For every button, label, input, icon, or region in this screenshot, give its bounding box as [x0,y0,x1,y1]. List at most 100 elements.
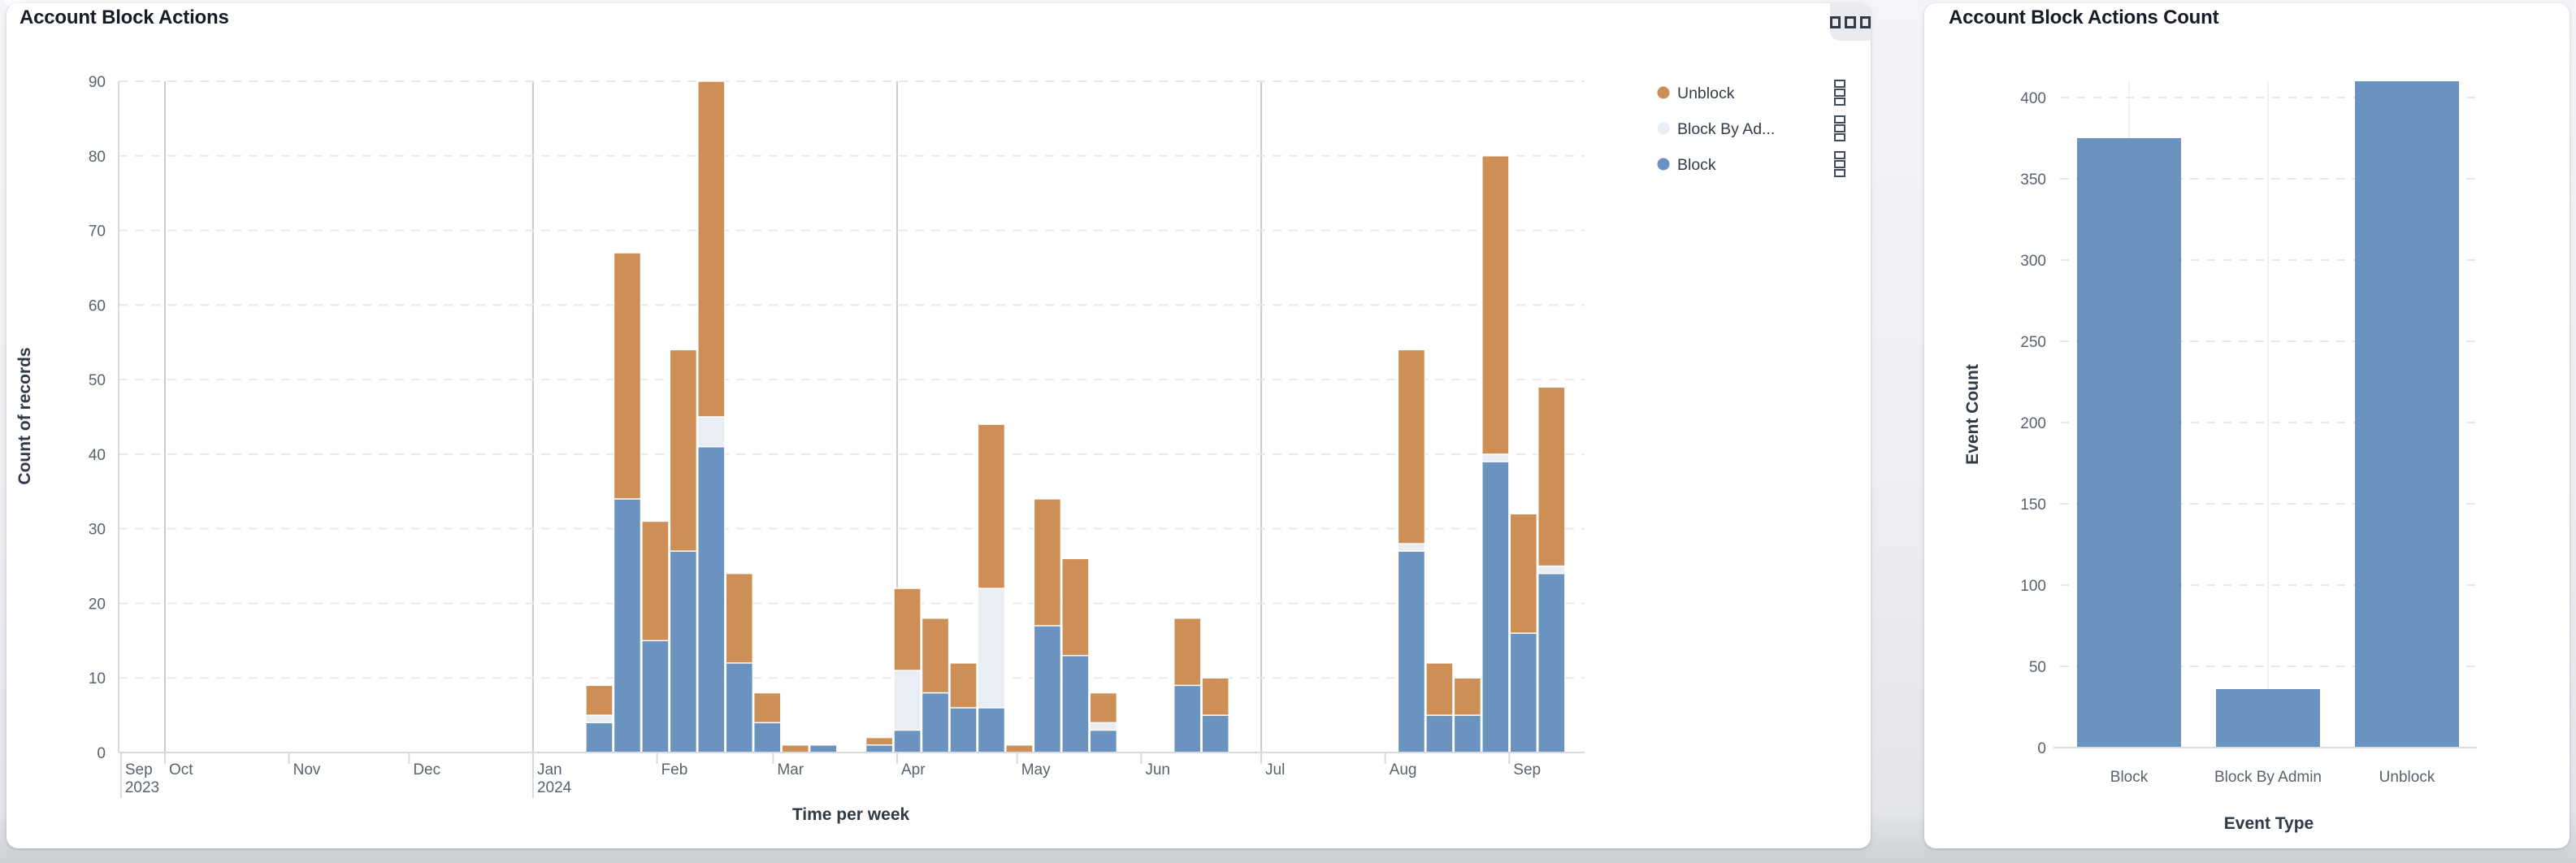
legend-kebab-menu-icon[interactable] [1834,115,1845,141]
bar-segment-unblock[interactable] [1537,386,1566,567]
bar-segment-block[interactable] [613,498,642,753]
bar-segment-block[interactable] [1201,714,1229,753]
bar-segment-unblock[interactable] [949,662,978,709]
legend-swatch [1657,158,1670,171]
bar-segment-unblock[interactable] [697,80,726,418]
y-tick-label: 60 [89,297,106,314]
squares-menu-icon [1830,15,1841,28]
bar-segment-unblock[interactable] [669,349,698,552]
x-category-label: Unblock [2379,769,2435,786]
bar-segment-unblock[interactable] [865,736,894,746]
bar-segment-block-by-admin[interactable] [585,714,614,723]
bar-segment-block[interactable] [1453,714,1482,753]
bar-segment-block-by-admin[interactable] [977,588,1006,709]
right-chart-title: Account Block Actions Count [1949,7,2219,28]
legend-label: Unblock [1677,85,1735,102]
bar-segment-block[interactable] [1397,550,1426,753]
y-tick-label: 0 [2037,740,2046,757]
bar-segment-unblock[interactable] [585,684,614,716]
x-tick-label: Nov [293,761,321,778]
bar-block[interactable] [2077,138,2181,748]
y-tick-label: 80 [89,149,106,166]
legend-item-block-by-ad-[interactable]: Block By Ad... [1657,120,1776,138]
bar-segment-block[interactable] [669,550,698,753]
bar-segment-unblock[interactable] [1173,618,1202,687]
bar-segment-block[interactable] [1033,625,1062,753]
legend-kebab-menu-icon[interactable] [1834,80,1845,106]
y-tick-label: 10 [89,670,106,687]
bar-segment-block[interactable] [921,692,950,753]
bar-segment-unblock[interactable] [1397,349,1426,544]
bar-segment-unblock[interactable] [641,520,670,642]
bar-segment-block-by-admin[interactable] [1089,722,1118,731]
bar-unblock[interactable] [2355,81,2459,748]
bar-segment-block[interactable] [977,707,1006,753]
bar-segment-block[interactable] [725,662,753,753]
bar-block-by-admin[interactable] [2216,689,2320,748]
bar-segment-unblock[interactable] [753,692,782,723]
bar-segment-unblock[interactable] [977,423,1006,589]
bar-segment-unblock[interactable] [1089,692,1118,723]
bar-segment-block[interactable] [1425,714,1454,753]
kebab-square [1834,98,1845,106]
bar-segment-block[interactable] [893,729,922,753]
x-tick-label: Jul [1265,761,1285,778]
bar-segment-block[interactable] [809,744,838,753]
bar-segment-unblock[interactable] [1061,557,1090,657]
bar-segment-unblock[interactable] [921,618,950,694]
legend-item-unblock[interactable]: Unblock [1657,85,1735,102]
legend-swatch [1657,122,1670,135]
legend-kebab-menu-icon[interactable] [1834,151,1845,177]
kebab-square [1834,133,1845,141]
bar-segment-block-by-admin[interactable] [697,416,726,448]
y-tick-label: 50 [2029,659,2046,676]
bar-segment-block-by-admin[interactable] [1481,453,1510,462]
x-category-label: Block [2110,769,2149,786]
bar-segment-block[interactable] [1481,461,1510,753]
bar-segment-block-by-admin[interactable] [1397,543,1426,552]
bar-segment-block[interactable] [1089,729,1118,753]
bar-segment-unblock[interactable] [613,252,642,500]
bar-segment-unblock[interactable] [1509,513,1537,634]
right-chart-plot: 0 50 100 150 200 250 300 350 400 Block Block By Ad… [2020,81,2477,786]
bar-segment-unblock[interactable] [1453,677,1482,716]
bar-segment-block[interactable] [697,446,726,753]
bar-segment-block[interactable] [753,722,782,753]
bar-segment-block[interactable] [1537,573,1566,753]
bar-segment-unblock[interactable] [1201,677,1229,716]
bar-segment-unblock[interactable] [1033,498,1062,627]
x-tick-label: May [1021,761,1051,778]
bar-segment-unblock[interactable] [1481,155,1510,455]
kebab-square [1834,124,1845,132]
y-tick-label: 30 [89,522,106,539]
bar-segment-block-by-admin[interactable] [893,670,922,731]
left-chart-title: Account Block Actions [20,7,229,28]
right-x-axis-title: Event Type [2223,814,2314,833]
bar-segment-unblock[interactable] [781,744,809,753]
bar-segment-block[interactable] [1173,684,1202,753]
bar-segment-block[interactable] [949,707,978,753]
bar-segment-unblock[interactable] [893,588,922,671]
x-tick-label: Mar [777,761,804,778]
bar-segment-block-by-admin[interactable] [1537,565,1566,575]
bar-segment-block[interactable] [1509,632,1537,753]
y-tick-label: 50 [89,372,106,389]
bar-segment-unblock[interactable] [1005,744,1034,753]
bar-segment-block[interactable] [585,722,614,753]
legend-label: Block [1677,156,1716,174]
bar-segment-block[interactable] [641,640,670,753]
x-tick-label: Dec [413,761,440,778]
x-tick-label: Sep [125,761,153,778]
bar-segment-unblock[interactable] [725,573,753,664]
y-tick-label: 0 [97,745,106,762]
y-tick-label: 100 [2020,578,2046,595]
x-tick-label: Jun [1145,761,1170,778]
bar-segment-block[interactable] [865,744,894,753]
bar-segment-unblock[interactable] [1425,662,1454,716]
legend-item-block[interactable]: Block [1657,156,1716,174]
y-tick-label: 20 [89,596,106,613]
card-options-button[interactable] [1830,3,1871,41]
bar-segment-block[interactable] [1061,654,1090,753]
